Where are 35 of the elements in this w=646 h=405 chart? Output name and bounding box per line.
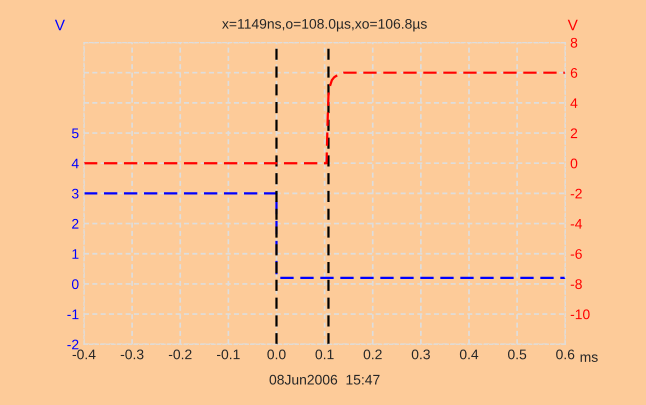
y2-tick-label: 0 xyxy=(570,158,578,168)
x-tick-label: 0.3 xyxy=(412,349,430,360)
x-tick-label: 0.6 xyxy=(556,349,574,360)
x-tick-label: -0.1 xyxy=(217,349,240,360)
text: 08Jun2006 15:47 xyxy=(270,374,380,385)
y2-tick-label: -4 xyxy=(570,219,582,229)
y-tick-label: 1 xyxy=(72,249,78,259)
x-tick-label: -0.4 xyxy=(72,349,96,360)
y2-tick-label: -6 xyxy=(570,249,582,259)
x-tick-label: 0.2 xyxy=(364,349,382,360)
line-series xyxy=(84,72,566,164)
y2-tick-label: 6 xyxy=(570,68,578,78)
y2-tick-label: 8 xyxy=(570,38,578,48)
x-tick-label: 0.4 xyxy=(460,349,478,360)
x-tick-label: 0.0 xyxy=(267,349,286,360)
y-tick-label: -1 xyxy=(67,310,78,320)
chart-title: x=1149ns,o=108.0µs,xo=106.8µs xyxy=(222,18,427,32)
y2-tick-label: 2 xyxy=(570,128,578,138)
y2-tick-label: -8 xyxy=(570,279,582,290)
x-tick-label: -0.2 xyxy=(168,349,192,360)
y-tick-label: 2 xyxy=(72,218,78,229)
y-tick-label: 0 xyxy=(72,279,79,290)
x-tick-label: 0.5 xyxy=(508,349,526,360)
y2-tick-label: -2 xyxy=(570,188,582,198)
y-tick-label: -2 xyxy=(67,340,78,350)
y2-axis-title: V xyxy=(568,20,578,30)
y2-tick-label: -10 xyxy=(570,309,590,320)
x-tick-label: -0.3 xyxy=(120,349,144,360)
y-axis-title: V xyxy=(54,20,65,30)
y-tick-label: 4 xyxy=(72,158,79,168)
y-tick-label: 5 xyxy=(72,128,79,138)
x-tick-label: 0.1 xyxy=(316,349,334,360)
y-tick-label: 3 xyxy=(72,188,79,199)
x-axis-title: ms xyxy=(580,354,598,362)
y2-tick-label: 4 xyxy=(570,98,578,108)
